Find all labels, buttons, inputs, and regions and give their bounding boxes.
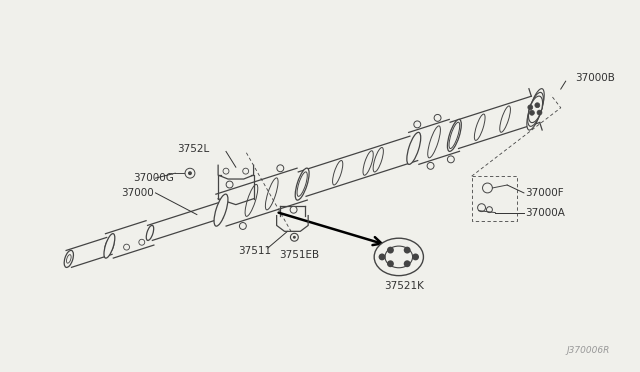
Ellipse shape	[530, 96, 541, 122]
Ellipse shape	[529, 96, 543, 123]
Ellipse shape	[295, 168, 309, 200]
Ellipse shape	[407, 132, 420, 164]
Circle shape	[239, 222, 246, 230]
Ellipse shape	[104, 234, 115, 258]
Circle shape	[404, 247, 411, 254]
Circle shape	[277, 165, 284, 172]
Ellipse shape	[373, 148, 383, 172]
Circle shape	[535, 103, 540, 108]
Circle shape	[291, 233, 298, 241]
Ellipse shape	[449, 122, 460, 148]
Circle shape	[529, 110, 534, 115]
Circle shape	[387, 247, 394, 254]
Ellipse shape	[385, 246, 413, 268]
Circle shape	[290, 206, 297, 213]
Circle shape	[528, 105, 532, 110]
Text: J370006R: J370006R	[566, 346, 610, 355]
Text: 37511: 37511	[238, 246, 271, 256]
Ellipse shape	[363, 151, 373, 175]
Ellipse shape	[147, 225, 154, 240]
Ellipse shape	[428, 126, 440, 158]
Ellipse shape	[409, 136, 419, 161]
Circle shape	[414, 121, 420, 128]
Circle shape	[427, 163, 434, 169]
Text: 3751EB: 3751EB	[280, 250, 320, 260]
Text: 37000A: 37000A	[525, 208, 564, 218]
Ellipse shape	[527, 89, 544, 130]
Ellipse shape	[374, 238, 424, 276]
Circle shape	[404, 260, 411, 267]
Text: 37000B: 37000B	[575, 73, 616, 83]
Text: 37000F: 37000F	[525, 188, 563, 198]
Circle shape	[188, 171, 192, 175]
Ellipse shape	[474, 114, 485, 140]
Text: 37000G: 37000G	[133, 173, 173, 183]
Circle shape	[387, 260, 394, 267]
Circle shape	[447, 156, 454, 163]
Ellipse shape	[500, 106, 511, 132]
Circle shape	[185, 168, 195, 178]
Circle shape	[434, 115, 441, 121]
Circle shape	[226, 181, 233, 188]
Ellipse shape	[64, 250, 74, 267]
Ellipse shape	[447, 119, 461, 151]
Ellipse shape	[105, 237, 114, 254]
Circle shape	[379, 253, 385, 260]
Ellipse shape	[214, 194, 228, 226]
Circle shape	[483, 183, 492, 193]
Ellipse shape	[297, 172, 307, 196]
Circle shape	[412, 253, 419, 260]
Text: 37521K: 37521K	[384, 282, 424, 292]
Circle shape	[537, 110, 542, 115]
Circle shape	[293, 236, 296, 239]
Text: 37000: 37000	[121, 188, 154, 198]
Text: 3752L: 3752L	[177, 144, 209, 154]
Ellipse shape	[528, 92, 543, 126]
Ellipse shape	[333, 160, 343, 185]
Circle shape	[477, 204, 486, 212]
Circle shape	[486, 207, 492, 212]
